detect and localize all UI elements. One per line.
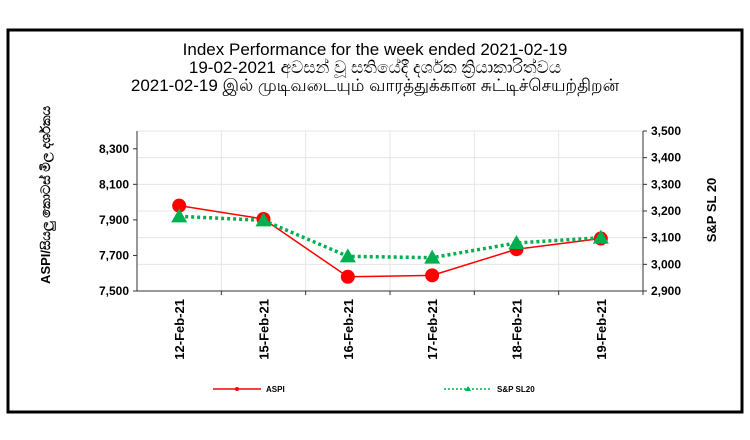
series-line-aspi bbox=[179, 204, 601, 278]
chart-title-line-2: 19-02-2021 අවසන් වූ සතියේදී දර්ශක ක්‍රිය… bbox=[189, 58, 561, 79]
series bbox=[171, 198, 609, 284]
axes: 7,500 7,700 7,900 8,100 8,300 2,900 3,000 3,100… bbox=[37, 105, 719, 359]
chart-title-line-3: 2021-02-19 இல் முடிவடையும் வாரத்துக்கான … bbox=[131, 76, 620, 96]
right-tick-label: 3,100 bbox=[651, 231, 681, 245]
chart-title-line-1: Index Performance for the week ended 202… bbox=[183, 40, 568, 59]
sp-sl20-point bbox=[592, 229, 609, 244]
sp-sl20-point bbox=[171, 208, 188, 223]
legend: ASPI S&P SL20 bbox=[213, 385, 535, 394]
aspi-point bbox=[340, 269, 355, 284]
series-line-sp-sl20 bbox=[179, 214, 601, 260]
x-tick-label: 16-Feb-21 bbox=[341, 299, 356, 360]
x-tick-label: 18-Feb-21 bbox=[510, 299, 525, 360]
sp-sl20-point bbox=[424, 249, 441, 264]
aspi-point bbox=[172, 198, 187, 213]
left-tick-label: 7,500 bbox=[99, 284, 129, 298]
chart-title: Index Performance for the week ended 202… bbox=[131, 40, 620, 96]
sp-sl20-point bbox=[508, 235, 525, 249]
left-tick-label: 7,900 bbox=[99, 213, 129, 227]
sp-sl20-point bbox=[339, 248, 356, 263]
right-tick-label: 3,300 bbox=[651, 177, 681, 191]
aspi-point bbox=[425, 268, 440, 283]
right-tick-label: 2,900 bbox=[651, 284, 681, 298]
x-tick-label: 12-Feb-21 bbox=[172, 299, 187, 360]
y-axis-label-right: S&P SL 20 bbox=[704, 178, 719, 243]
right-tick-label: 3,200 bbox=[651, 204, 681, 218]
legend-label-sp-sl20: S&P SL20 bbox=[497, 385, 535, 394]
x-tick-label: 17-Feb-21 bbox=[425, 299, 440, 360]
legend-label-aspi: ASPI bbox=[266, 385, 285, 394]
left-tick-label: 8,300 bbox=[99, 142, 129, 156]
left-tick-label: 7,700 bbox=[99, 248, 129, 262]
legend-marker-aspi bbox=[235, 387, 239, 391]
chart-frame bbox=[6, 28, 744, 414]
legend-marker-sp-sl20 bbox=[465, 386, 471, 391]
right-tick-label: 3,400 bbox=[651, 151, 681, 165]
x-tick-label: 15-Feb-21 bbox=[257, 299, 272, 360]
left-tick-label: 8,100 bbox=[99, 177, 129, 191]
right-tick-label: 3,000 bbox=[651, 257, 681, 271]
right-tick-label: 3,500 bbox=[651, 124, 681, 138]
sp-sl20-point bbox=[255, 212, 272, 227]
y-axis-label-left: ASPI/සියලු කොටස් මිල දර්ශකය bbox=[37, 105, 56, 284]
x-tick-label: 19-Feb-21 bbox=[594, 299, 609, 360]
